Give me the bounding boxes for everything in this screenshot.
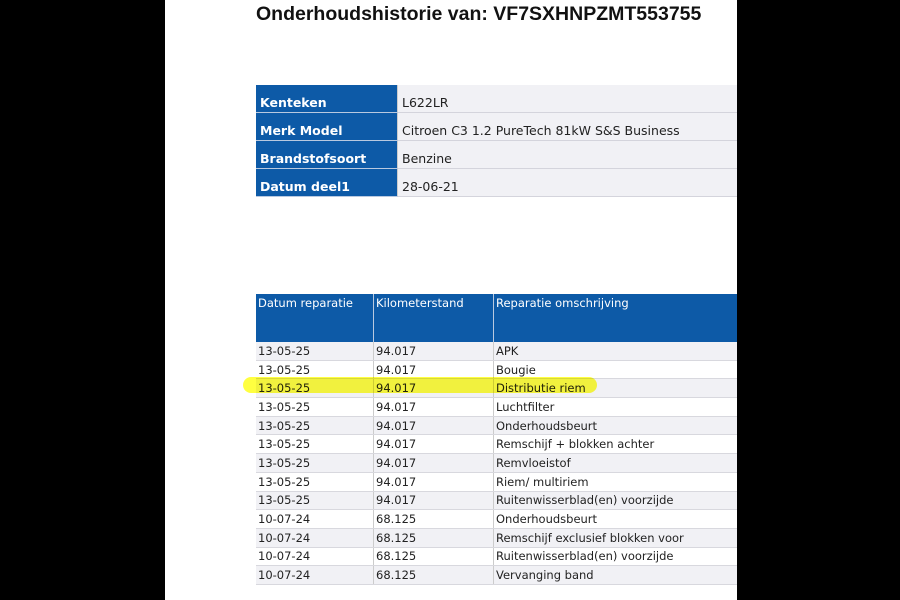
header-omschrijving: Reparatie omschrijving [493,294,737,342]
info-label: Kenteken [256,85,398,113]
mileage-cell: 94.017 [373,378,494,399]
date-cell: 13-05-25 [256,416,374,436]
table-row: 13-05-25 94.017 Ruitenwisserblad(en) voorz… [256,491,737,511]
header-datum: Datum reparatie [256,294,374,342]
info-value: Benzine [397,140,737,169]
date-cell: 10-07-24 [256,547,374,567]
description-cell: Ruitenwisserblad(en) voorzijde [493,547,737,567]
mileage-cell: 94.017 [373,472,494,492]
info-value: 28-06-21 [397,168,737,197]
mileage-cell: 68.125 [373,509,494,529]
mileage-cell: 94.017 [373,416,494,436]
description-cell: Distributie riem [493,378,737,399]
table-row: 10-07-24 68.125 Remschijf exclusief blokke… [256,528,737,548]
date-cell: 13-05-25 [256,472,374,492]
date-cell: 13-05-25 [256,397,374,417]
repair-history-table: Datum reparatie Kilometerstand Reparatie… [256,294,737,585]
info-value: Citroen C3 1.2 PureTech 81kW S&S Busines… [397,112,737,141]
date-cell: 13-05-25 [256,491,374,511]
description-cell: Vervanging band [493,565,737,585]
date-cell: 13-05-25 [256,360,374,380]
table-row: 13-05-25 94.017 Bougie [256,360,737,380]
header-kilometerstand: Kilometerstand [373,294,494,342]
date-cell: 13-05-25 [256,453,374,473]
info-label: Brandstofsoort [256,140,398,169]
table-row: 13-05-25 94.017 Riem/ multiriem [256,472,737,492]
mileage-cell: 94.017 [373,342,494,361]
table-row: 13-05-25 94.017 Distributie riem [256,378,737,399]
description-cell: Remvloeistof [493,453,737,473]
table-row: 13-05-25 94.017 Remschijf + blokken achter [256,434,737,455]
description-cell: Bougie [493,360,737,380]
info-row: Kenteken L622LR [256,85,737,113]
page-title: Onderhoudshistorie van: VF7SXHNPZMT55375… [256,3,702,25]
date-cell: 13-05-25 [256,434,374,455]
description-cell: Remschijf + blokken achter [493,434,737,455]
description-cell: Onderhoudsbeurt [493,509,737,529]
description-cell: Remschijf exclusief blokken voor [493,528,737,548]
mileage-cell: 94.017 [373,453,494,473]
mileage-cell: 68.125 [373,565,494,585]
info-value: L622LR [397,85,737,113]
mileage-cell: 68.125 [373,528,494,548]
info-row: Datum deel1 28-06-21 [256,168,737,197]
description-cell: Luchtfilter [493,397,737,417]
date-cell: 10-07-24 [256,565,374,585]
date-cell: 10-07-24 [256,509,374,529]
mileage-cell: 94.017 [373,434,494,455]
table-row: 13-05-25 94.017 Luchtfilter [256,397,737,417]
date-cell: 13-05-25 [256,378,374,399]
mileage-cell: 68.125 [373,547,494,567]
description-cell: Ruitenwisserblad(en) voorzijde [493,491,737,511]
table-row: 10-07-24 68.125 Ruitenwisserblad(en) voorz… [256,547,737,567]
mileage-cell: 94.017 [373,397,494,417]
description-cell: Riem/ multiriem [493,472,737,492]
description-cell: APK [493,342,737,361]
date-cell: 13-05-25 [256,342,374,361]
mileage-cell: 94.017 [373,491,494,511]
document-page: Onderhoudshistorie van: VF7SXHNPZMT55375… [165,0,737,600]
table-row: 13-05-25 94.017 APK [256,342,737,361]
vehicle-info-table: Kenteken L622LR Merk Model Citroen C3 1.2 P… [256,85,737,197]
table-row: 13-05-25 94.017 Remvloeistof [256,453,737,473]
table-row: 10-07-24 68.125 Onderhoudsbeurt [256,509,737,529]
info-row: Brandstofsoort Benzine [256,140,737,169]
mileage-cell: 94.017 [373,360,494,380]
date-cell: 10-07-24 [256,528,374,548]
table-row: 10-07-24 68.125 Vervanging band [256,565,737,585]
table-row: 13-05-25 94.017 Onderhoudsbeurt [256,416,737,436]
description-cell: Onderhoudsbeurt [493,416,737,436]
info-label: Merk Model [256,112,398,141]
info-label: Datum deel1 [256,168,398,197]
info-row: Merk Model Citroen C3 1.2 PureTech 81kW S… [256,112,737,141]
